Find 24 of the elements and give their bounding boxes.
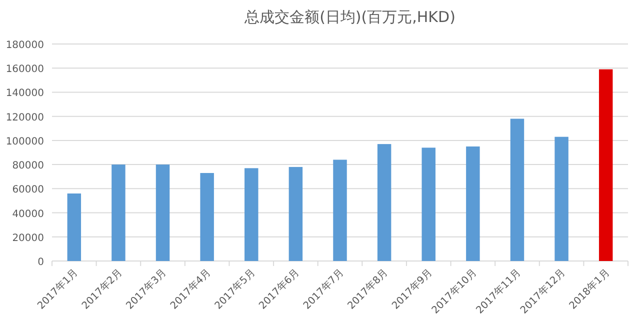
bar	[510, 118, 524, 261]
y-tick-label: 20000	[12, 232, 44, 244]
bar	[422, 148, 436, 261]
bar	[244, 168, 258, 261]
bar	[112, 164, 126, 261]
bar	[67, 193, 82, 261]
y-tick-label: 100000	[6, 136, 44, 148]
y-tick-label: 40000	[12, 208, 44, 220]
bar	[466, 146, 480, 261]
bar	[377, 144, 392, 261]
y-tick-label: 180000	[6, 40, 44, 51]
bar	[333, 160, 347, 261]
y-tick-label: 120000	[6, 112, 44, 124]
chart-title: 总成交金额(日均)(百万元,HKD)	[244, 8, 456, 26]
bar	[156, 164, 170, 261]
bar	[288, 166, 303, 261]
y-tick-label: 140000	[6, 88, 44, 100]
y-tick-label: 60000	[12, 184, 44, 196]
bar	[200, 172, 214, 261]
bar	[554, 136, 568, 261]
y-tick-label: 80000	[12, 160, 44, 172]
y-tick-label: 0	[38, 257, 44, 268]
bar	[598, 69, 613, 261]
y-tick-label: 160000	[6, 64, 44, 76]
